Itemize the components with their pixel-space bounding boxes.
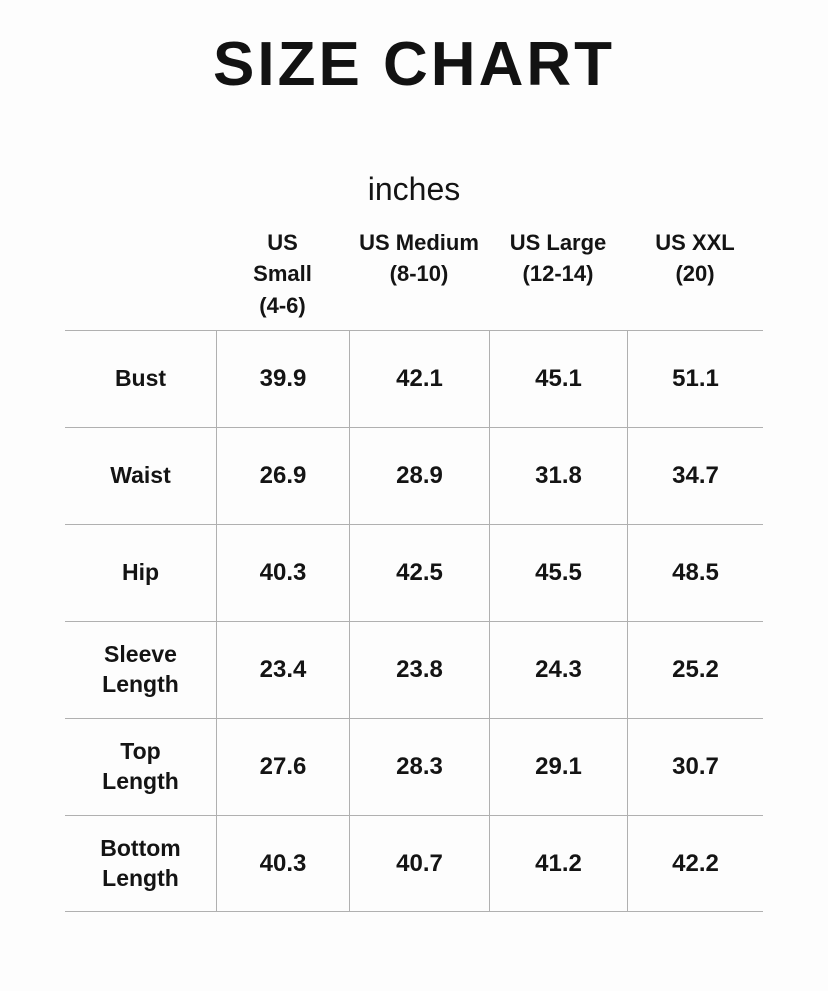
page-title: SIZE CHART: [213, 30, 615, 99]
table-cell: 42.5: [349, 524, 489, 622]
column-header-us-large: US Large (12-14): [509, 230, 607, 287]
table-cell: 34.7: [627, 427, 763, 525]
size-chart-page: SIZE CHART inches US Small (4-6) US Medi…: [0, 34, 828, 991]
unit-label: inches: [367, 171, 461, 207]
row-label-bottom-length: Bottom Length: [65, 815, 216, 913]
row-label-hip: Hip: [65, 524, 216, 621]
table-cell: 42.1: [349, 330, 489, 428]
table-cell: 51.1: [627, 330, 763, 428]
table-cell: 28.9: [349, 427, 489, 525]
column-header-us-medium: US Medium (8-10): [359, 230, 479, 287]
table-cell: 40.7: [349, 815, 489, 913]
table-cell: 40.3: [216, 815, 349, 913]
table-cell: 29.1: [489, 718, 627, 816]
table-cell: 39.9: [216, 330, 349, 428]
table-cell: 45.1: [489, 330, 627, 428]
table-cell: 23.4: [216, 621, 349, 719]
table-cell: 28.3: [349, 718, 489, 816]
table-cell: 27.6: [216, 718, 349, 816]
table-cell: 30.7: [627, 718, 763, 816]
table-cell: 41.2: [489, 815, 627, 913]
table-cell: 45.5: [489, 524, 627, 622]
table-cell: 26.9: [216, 427, 349, 525]
table-cell: 42.2: [627, 815, 763, 913]
table-cell: 24.3: [489, 621, 627, 719]
row-label-sleeve-length: Sleeve Length: [65, 621, 216, 718]
table-cell: 31.8: [489, 427, 627, 525]
table-cell: 23.8: [349, 621, 489, 719]
column-header-us-xxl: US XXL (20): [655, 230, 735, 287]
size-chart-table: US Small (4-6) US Medium (8-10) US Large…: [65, 227, 763, 913]
row-label-waist: Waist: [65, 427, 216, 524]
table-cell: 25.2: [627, 621, 763, 719]
row-label-bust: Bust: [65, 330, 216, 427]
table-cell: 40.3: [216, 524, 349, 622]
header-blank-cell: [65, 227, 216, 330]
row-label-top-length: Top Length: [65, 718, 216, 815]
table-cell: 48.5: [627, 524, 763, 622]
column-header-us-small: US Small (4-6): [253, 230, 312, 318]
